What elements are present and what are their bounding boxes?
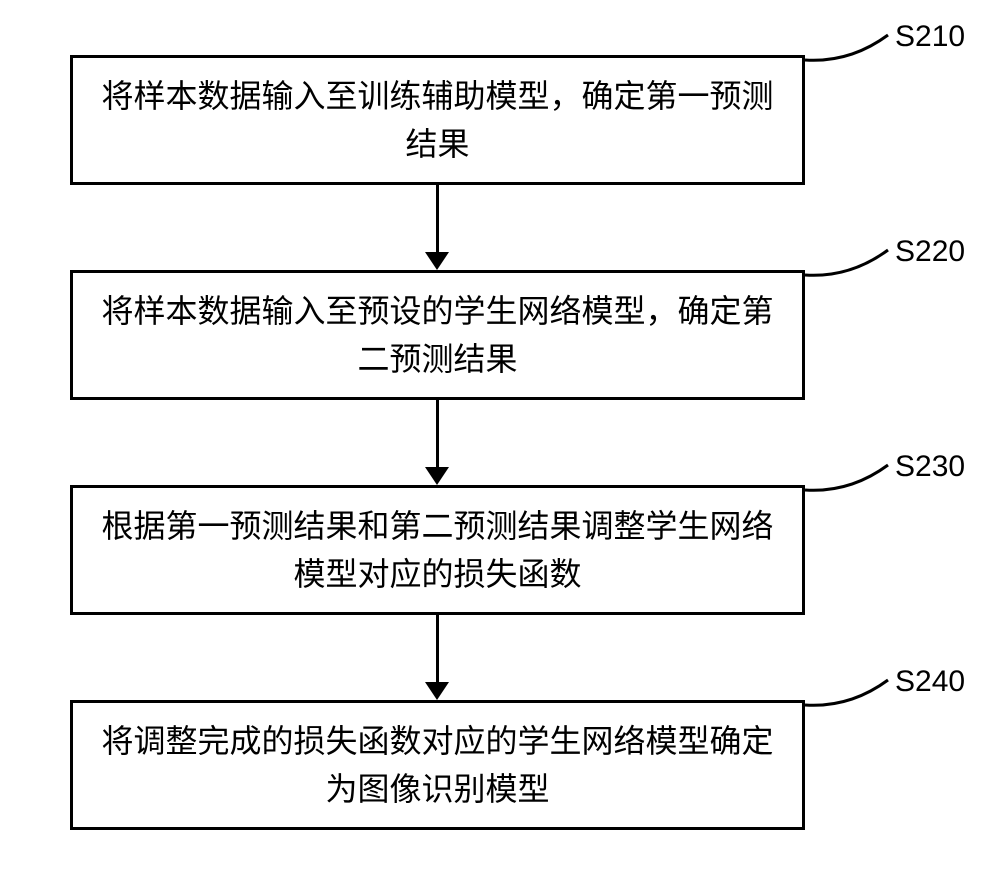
step-label-s230: S230 bbox=[895, 450, 965, 484]
arrow-head-3 bbox=[425, 682, 449, 700]
arrow-line-1 bbox=[436, 185, 439, 255]
step-label-s220: S220 bbox=[895, 235, 965, 269]
step-label-s240: S240 bbox=[895, 665, 965, 699]
connector-curve-s210 bbox=[800, 25, 895, 70]
step-box-s220: 将样本数据输入至预设的学生网络模型，确定第二预测结果 bbox=[70, 270, 805, 400]
step-text-s230: 根据第一预测结果和第二预测结果调整学生网络模型对应的损失函数 bbox=[93, 502, 782, 598]
step-label-s210: S210 bbox=[895, 20, 965, 54]
step-text-s210: 将样本数据输入至训练辅助模型，确定第一预测结果 bbox=[93, 72, 782, 168]
step-box-s210: 将样本数据输入至训练辅助模型，确定第一预测结果 bbox=[70, 55, 805, 185]
arrow-head-2 bbox=[425, 467, 449, 485]
flowchart-container: 将样本数据输入至训练辅助模型，确定第一预测结果 S210 将样本数据输入至预设的… bbox=[0, 0, 1000, 875]
arrow-line-2 bbox=[436, 400, 439, 470]
step-box-s230: 根据第一预测结果和第二预测结果调整学生网络模型对应的损失函数 bbox=[70, 485, 805, 615]
connector-curve-s220 bbox=[800, 240, 895, 285]
step-text-s240: 将调整完成的损失函数对应的学生网络模型确定为图像识别模型 bbox=[93, 717, 782, 813]
connector-curve-s240 bbox=[800, 670, 895, 715]
arrow-line-3 bbox=[436, 615, 439, 685]
step-text-s220: 将样本数据输入至预设的学生网络模型，确定第二预测结果 bbox=[93, 287, 782, 383]
arrow-head-1 bbox=[425, 252, 449, 270]
step-box-s240: 将调整完成的损失函数对应的学生网络模型确定为图像识别模型 bbox=[70, 700, 805, 830]
connector-curve-s230 bbox=[800, 455, 895, 500]
